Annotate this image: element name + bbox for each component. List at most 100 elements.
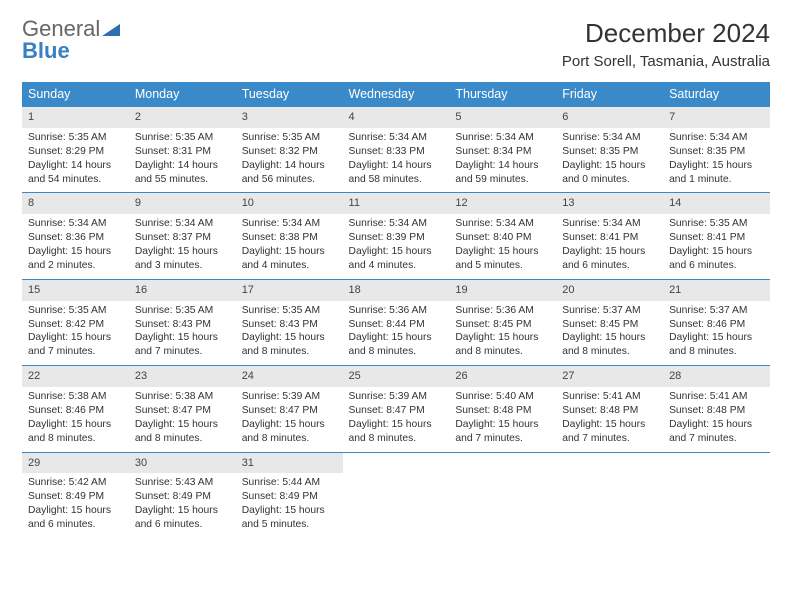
day-details: Sunrise: 5:35 AMSunset: 8:43 PMDaylight:… <box>129 301 236 366</box>
day-number: 7 <box>663 107 770 128</box>
header: General Blue December 2024 Port Sorell, … <box>22 18 770 70</box>
calendar-cell: 13Sunrise: 5:34 AMSunset: 8:41 PMDayligh… <box>556 193 663 279</box>
calendar-cell: 7Sunrise: 5:34 AMSunset: 8:35 PMDaylight… <box>663 107 770 193</box>
calendar-cell: 4Sunrise: 5:34 AMSunset: 8:33 PMDaylight… <box>343 107 450 193</box>
calendar-cell: 18Sunrise: 5:36 AMSunset: 8:44 PMDayligh… <box>343 279 450 365</box>
day-number: 12 <box>449 193 556 214</box>
day-details: Sunrise: 5:38 AMSunset: 8:46 PMDaylight:… <box>22 387 129 452</box>
calendar-cell: 29Sunrise: 5:42 AMSunset: 8:49 PMDayligh… <box>22 452 129 538</box>
calendar-cell: 12Sunrise: 5:34 AMSunset: 8:40 PMDayligh… <box>449 193 556 279</box>
day-details: Sunrise: 5:35 AMSunset: 8:43 PMDaylight:… <box>236 301 343 366</box>
day-details: Sunrise: 5:44 AMSunset: 8:49 PMDaylight:… <box>236 473 343 538</box>
day-number: 30 <box>129 453 236 474</box>
day-details: Sunrise: 5:36 AMSunset: 8:45 PMDaylight:… <box>449 301 556 366</box>
day-details: Sunrise: 5:40 AMSunset: 8:48 PMDaylight:… <box>449 387 556 452</box>
day-number: 5 <box>449 107 556 128</box>
day-number: 21 <box>663 280 770 301</box>
day-details: Sunrise: 5:34 AMSunset: 8:34 PMDaylight:… <box>449 128 556 193</box>
calendar-cell: 24Sunrise: 5:39 AMSunset: 8:47 PMDayligh… <box>236 366 343 452</box>
day-details: Sunrise: 5:35 AMSunset: 8:29 PMDaylight:… <box>22 128 129 193</box>
calendar-cell: 25Sunrise: 5:39 AMSunset: 8:47 PMDayligh… <box>343 366 450 452</box>
day-details: Sunrise: 5:34 AMSunset: 8:35 PMDaylight:… <box>556 128 663 193</box>
day-details: Sunrise: 5:39 AMSunset: 8:47 PMDaylight:… <box>236 387 343 452</box>
calendar-cell: 21Sunrise: 5:37 AMSunset: 8:46 PMDayligh… <box>663 279 770 365</box>
title-block: December 2024 Port Sorell, Tasmania, Aus… <box>562 18 770 70</box>
day-details: Sunrise: 5:34 AMSunset: 8:38 PMDaylight:… <box>236 214 343 279</box>
day-number: 3 <box>236 107 343 128</box>
calendar-cell-empty <box>449 452 556 538</box>
calendar-row: 15Sunrise: 5:35 AMSunset: 8:42 PMDayligh… <box>22 279 770 365</box>
calendar-cell: 1Sunrise: 5:35 AMSunset: 8:29 PMDaylight… <box>22 107 129 193</box>
day-number: 4 <box>343 107 450 128</box>
calendar-cell: 9Sunrise: 5:34 AMSunset: 8:37 PMDaylight… <box>129 193 236 279</box>
day-details: Sunrise: 5:36 AMSunset: 8:44 PMDaylight:… <box>343 301 450 366</box>
calendar-cell: 28Sunrise: 5:41 AMSunset: 8:48 PMDayligh… <box>663 366 770 452</box>
calendar-cell: 19Sunrise: 5:36 AMSunset: 8:45 PMDayligh… <box>449 279 556 365</box>
day-number: 2 <box>129 107 236 128</box>
calendar-cell: 8Sunrise: 5:34 AMSunset: 8:36 PMDaylight… <box>22 193 129 279</box>
day-details: Sunrise: 5:34 AMSunset: 8:37 PMDaylight:… <box>129 214 236 279</box>
day-number: 19 <box>449 280 556 301</box>
day-number: 16 <box>129 280 236 301</box>
calendar-row: 1Sunrise: 5:35 AMSunset: 8:29 PMDaylight… <box>22 107 770 193</box>
calendar-cell: 22Sunrise: 5:38 AMSunset: 8:46 PMDayligh… <box>22 366 129 452</box>
day-details: Sunrise: 5:34 AMSunset: 8:40 PMDaylight:… <box>449 214 556 279</box>
weekday-header-row: Sunday Monday Tuesday Wednesday Thursday… <box>22 82 770 107</box>
day-details: Sunrise: 5:34 AMSunset: 8:33 PMDaylight:… <box>343 128 450 193</box>
day-number: 29 <box>22 453 129 474</box>
month-title: December 2024 <box>562 18 770 49</box>
calendar-cell: 2Sunrise: 5:35 AMSunset: 8:31 PMDaylight… <box>129 107 236 193</box>
weekday-header: Saturday <box>663 82 770 107</box>
day-number: 26 <box>449 366 556 387</box>
calendar-table: Sunday Monday Tuesday Wednesday Thursday… <box>22 82 770 538</box>
calendar-cell: 17Sunrise: 5:35 AMSunset: 8:43 PMDayligh… <box>236 279 343 365</box>
day-number: 22 <box>22 366 129 387</box>
calendar-cell: 5Sunrise: 5:34 AMSunset: 8:34 PMDaylight… <box>449 107 556 193</box>
day-details: Sunrise: 5:35 AMSunset: 8:31 PMDaylight:… <box>129 128 236 193</box>
day-details: Sunrise: 5:35 AMSunset: 8:41 PMDaylight:… <box>663 214 770 279</box>
calendar-row: 8Sunrise: 5:34 AMSunset: 8:36 PMDaylight… <box>22 193 770 279</box>
logo-text: General Blue <box>22 18 120 62</box>
calendar-cell: 3Sunrise: 5:35 AMSunset: 8:32 PMDaylight… <box>236 107 343 193</box>
calendar-cell: 16Sunrise: 5:35 AMSunset: 8:43 PMDayligh… <box>129 279 236 365</box>
day-details: Sunrise: 5:34 AMSunset: 8:36 PMDaylight:… <box>22 214 129 279</box>
day-details: Sunrise: 5:38 AMSunset: 8:47 PMDaylight:… <box>129 387 236 452</box>
weekday-header: Thursday <box>449 82 556 107</box>
day-number: 14 <box>663 193 770 214</box>
logo: General Blue <box>22 18 120 62</box>
weekday-header: Friday <box>556 82 663 107</box>
calendar-cell: 30Sunrise: 5:43 AMSunset: 8:49 PMDayligh… <box>129 452 236 538</box>
day-number: 24 <box>236 366 343 387</box>
calendar-cell: 27Sunrise: 5:41 AMSunset: 8:48 PMDayligh… <box>556 366 663 452</box>
day-number: 1 <box>22 107 129 128</box>
location: Port Sorell, Tasmania, Australia <box>562 53 770 70</box>
day-details: Sunrise: 5:35 AMSunset: 8:42 PMDaylight:… <box>22 301 129 366</box>
day-number: 28 <box>663 366 770 387</box>
day-details: Sunrise: 5:35 AMSunset: 8:32 PMDaylight:… <box>236 128 343 193</box>
calendar-cell: 11Sunrise: 5:34 AMSunset: 8:39 PMDayligh… <box>343 193 450 279</box>
day-number: 23 <box>129 366 236 387</box>
day-number: 9 <box>129 193 236 214</box>
day-number: 31 <box>236 453 343 474</box>
day-details: Sunrise: 5:41 AMSunset: 8:48 PMDaylight:… <box>556 387 663 452</box>
day-details: Sunrise: 5:43 AMSunset: 8:49 PMDaylight:… <box>129 473 236 538</box>
logo-word2: Blue <box>22 38 70 63</box>
day-details: Sunrise: 5:34 AMSunset: 8:41 PMDaylight:… <box>556 214 663 279</box>
calendar-cell-empty <box>556 452 663 538</box>
calendar-row: 22Sunrise: 5:38 AMSunset: 8:46 PMDayligh… <box>22 366 770 452</box>
calendar-cell: 26Sunrise: 5:40 AMSunset: 8:48 PMDayligh… <box>449 366 556 452</box>
day-number: 18 <box>343 280 450 301</box>
day-details: Sunrise: 5:39 AMSunset: 8:47 PMDaylight:… <box>343 387 450 452</box>
weekday-header: Sunday <box>22 82 129 107</box>
calendar-cell: 20Sunrise: 5:37 AMSunset: 8:45 PMDayligh… <box>556 279 663 365</box>
day-number: 6 <box>556 107 663 128</box>
logo-triangle-icon <box>102 18 120 40</box>
day-details: Sunrise: 5:34 AMSunset: 8:39 PMDaylight:… <box>343 214 450 279</box>
calendar-cell: 31Sunrise: 5:44 AMSunset: 8:49 PMDayligh… <box>236 452 343 538</box>
day-details: Sunrise: 5:42 AMSunset: 8:49 PMDaylight:… <box>22 473 129 538</box>
calendar-cell: 6Sunrise: 5:34 AMSunset: 8:35 PMDaylight… <box>556 107 663 193</box>
weekday-header: Tuesday <box>236 82 343 107</box>
day-details: Sunrise: 5:37 AMSunset: 8:46 PMDaylight:… <box>663 301 770 366</box>
day-number: 15 <box>22 280 129 301</box>
calendar-cell: 10Sunrise: 5:34 AMSunset: 8:38 PMDayligh… <box>236 193 343 279</box>
